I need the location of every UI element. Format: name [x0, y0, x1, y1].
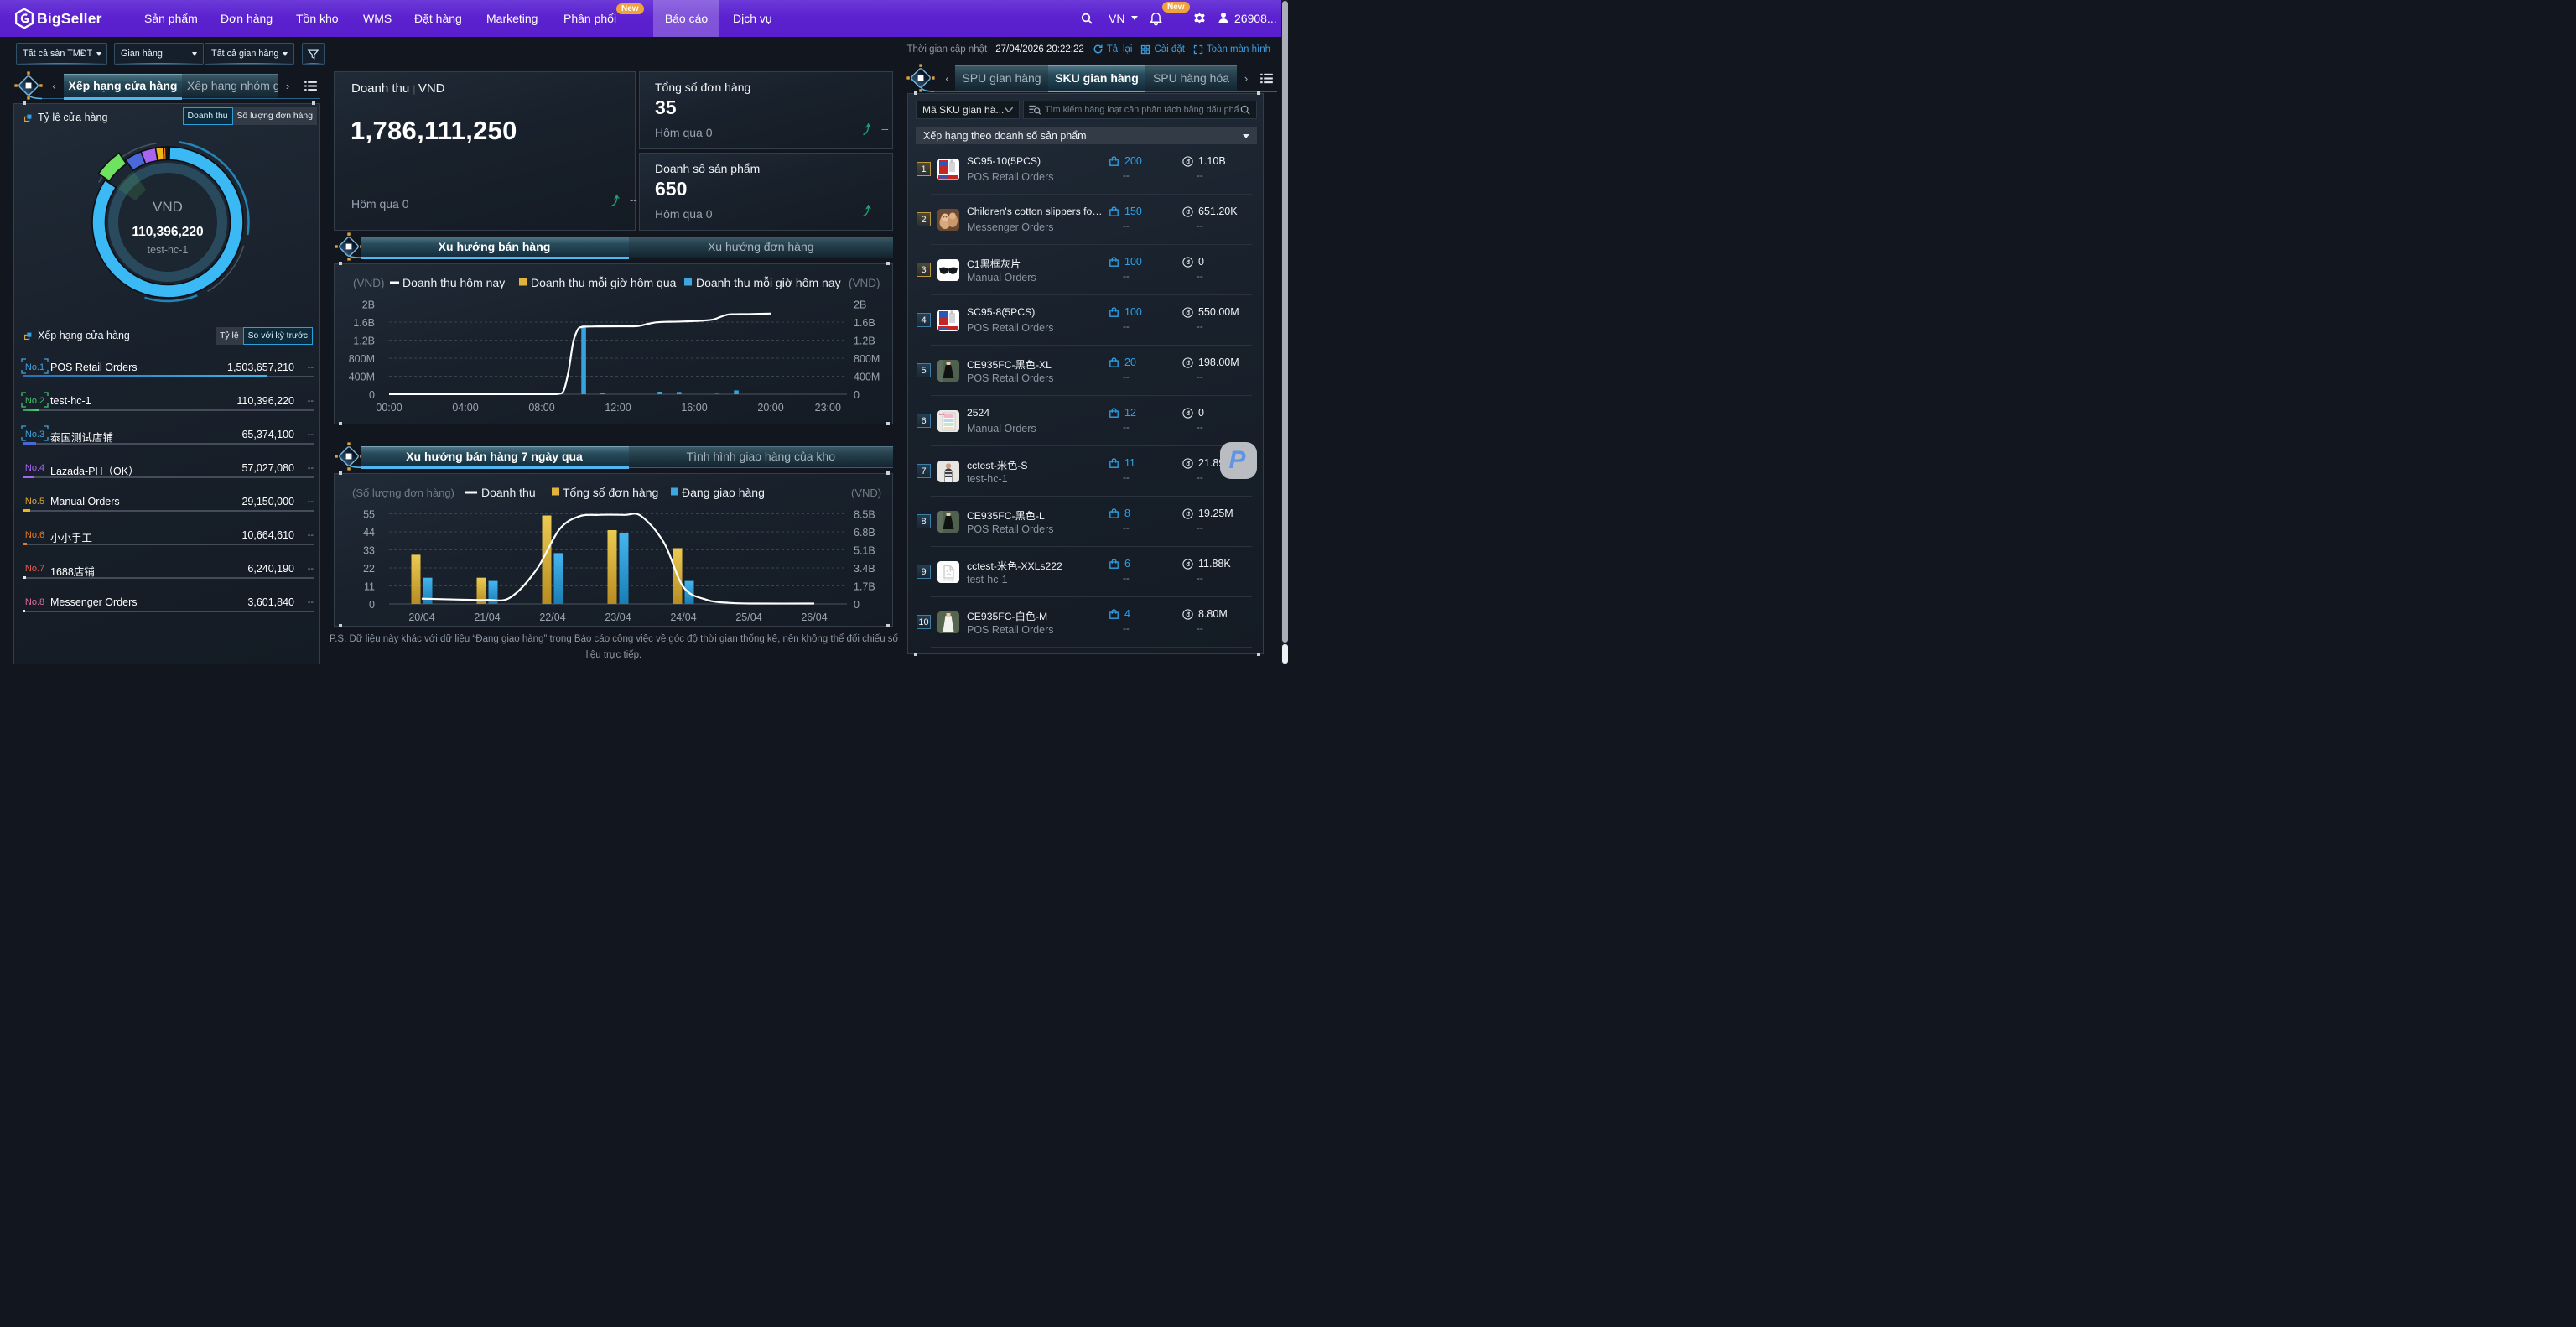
svg-text:đ: đ	[1186, 560, 1190, 568]
svg-text:20/04: 20/04	[408, 611, 434, 623]
svg-text:1.6B: 1.6B	[353, 317, 375, 329]
svg-text:3.4B: 3.4B	[854, 563, 875, 575]
svg-text:2B: 2B	[362, 299, 375, 311]
svg-text:VND: VND	[153, 199, 183, 215]
svg-text:6.8B: 6.8B	[854, 527, 875, 539]
svg-text:22: 22	[363, 563, 375, 575]
svg-text:11: 11	[364, 581, 375, 593]
svg-text:đ: đ	[1186, 359, 1190, 367]
svg-text:Doanh thu hôm nay: Doanh thu hôm nay	[402, 276, 505, 289]
svg-text:(VND): (VND)	[849, 277, 880, 289]
svg-text:24/04: 24/04	[670, 611, 696, 623]
svg-text:110,396,220: 110,396,220	[132, 225, 203, 239]
svg-text:26/04: 26/04	[801, 611, 827, 623]
svg-text:22/04: 22/04	[539, 611, 565, 623]
svg-text:0: 0	[854, 389, 860, 401]
svg-text:08:00: 08:00	[528, 402, 554, 414]
svg-text:Doanh thu: Doanh thu	[481, 486, 536, 499]
svg-text:đ: đ	[1186, 309, 1190, 316]
svg-text:đ: đ	[1186, 460, 1190, 467]
svg-text:1.2B: 1.2B	[854, 336, 875, 347]
svg-text:0: 0	[369, 389, 375, 401]
svg-text:5.1B: 5.1B	[854, 545, 875, 557]
svg-text:21/04: 21/04	[474, 611, 500, 623]
svg-text:8.5B: 8.5B	[854, 509, 875, 521]
svg-text:0: 0	[369, 599, 375, 611]
svg-text:đ: đ	[1186, 208, 1190, 216]
svg-text:04:00: 04:00	[452, 402, 478, 414]
svg-text:00:00: 00:00	[376, 402, 402, 414]
svg-text:400M: 400M	[349, 372, 375, 383]
svg-text:Đang giao hàng: Đang giao hàng	[682, 486, 765, 499]
svg-text:1.7B: 1.7B	[854, 581, 875, 593]
svg-text:đ: đ	[1186, 409, 1190, 417]
svg-text:(VND): (VND)	[851, 487, 881, 499]
svg-text:No Image: No Image	[943, 579, 954, 582]
svg-text:đ: đ	[1186, 158, 1190, 165]
svg-text:đ: đ	[1186, 611, 1190, 618]
svg-text:20:00: 20:00	[757, 402, 783, 414]
svg-text:1.6B: 1.6B	[854, 317, 875, 329]
svg-text:1.2B: 1.2B	[353, 336, 375, 347]
svg-text:400M: 400M	[854, 372, 880, 383]
svg-text:Doanh thu mỗi giờ hôm qua: Doanh thu mỗi giờ hôm qua	[531, 276, 677, 289]
svg-text:12:00: 12:00	[605, 402, 631, 414]
svg-text:55: 55	[363, 509, 375, 521]
svg-text:23:00: 23:00	[815, 402, 841, 414]
svg-text:đ: đ	[1186, 258, 1190, 266]
svg-text:23/04: 23/04	[605, 611, 631, 623]
svg-text:test-hc-1: test-hc-1	[148, 244, 189, 256]
svg-text:(VND): (VND)	[353, 277, 385, 289]
svg-text:16:00: 16:00	[681, 402, 707, 414]
svg-text:đ: đ	[1186, 510, 1190, 518]
svg-text:25/04: 25/04	[735, 611, 761, 623]
svg-text:Tổng số đơn hàng: Tổng số đơn hàng	[563, 486, 658, 499]
svg-text:test: test	[939, 412, 945, 416]
svg-text:(Số lượng đơn hàng): (Số lượng đơn hàng)	[352, 487, 454, 499]
svg-text:800M: 800M	[854, 353, 880, 365]
svg-text:44: 44	[363, 527, 375, 539]
svg-text:0: 0	[854, 599, 860, 611]
svg-text:2B: 2B	[854, 299, 866, 311]
svg-text:800M: 800M	[349, 353, 375, 365]
svg-text:33: 33	[363, 545, 375, 557]
svg-text:Doanh thu mỗi giờ hôm nay: Doanh thu mỗi giờ hôm nay	[696, 276, 841, 289]
